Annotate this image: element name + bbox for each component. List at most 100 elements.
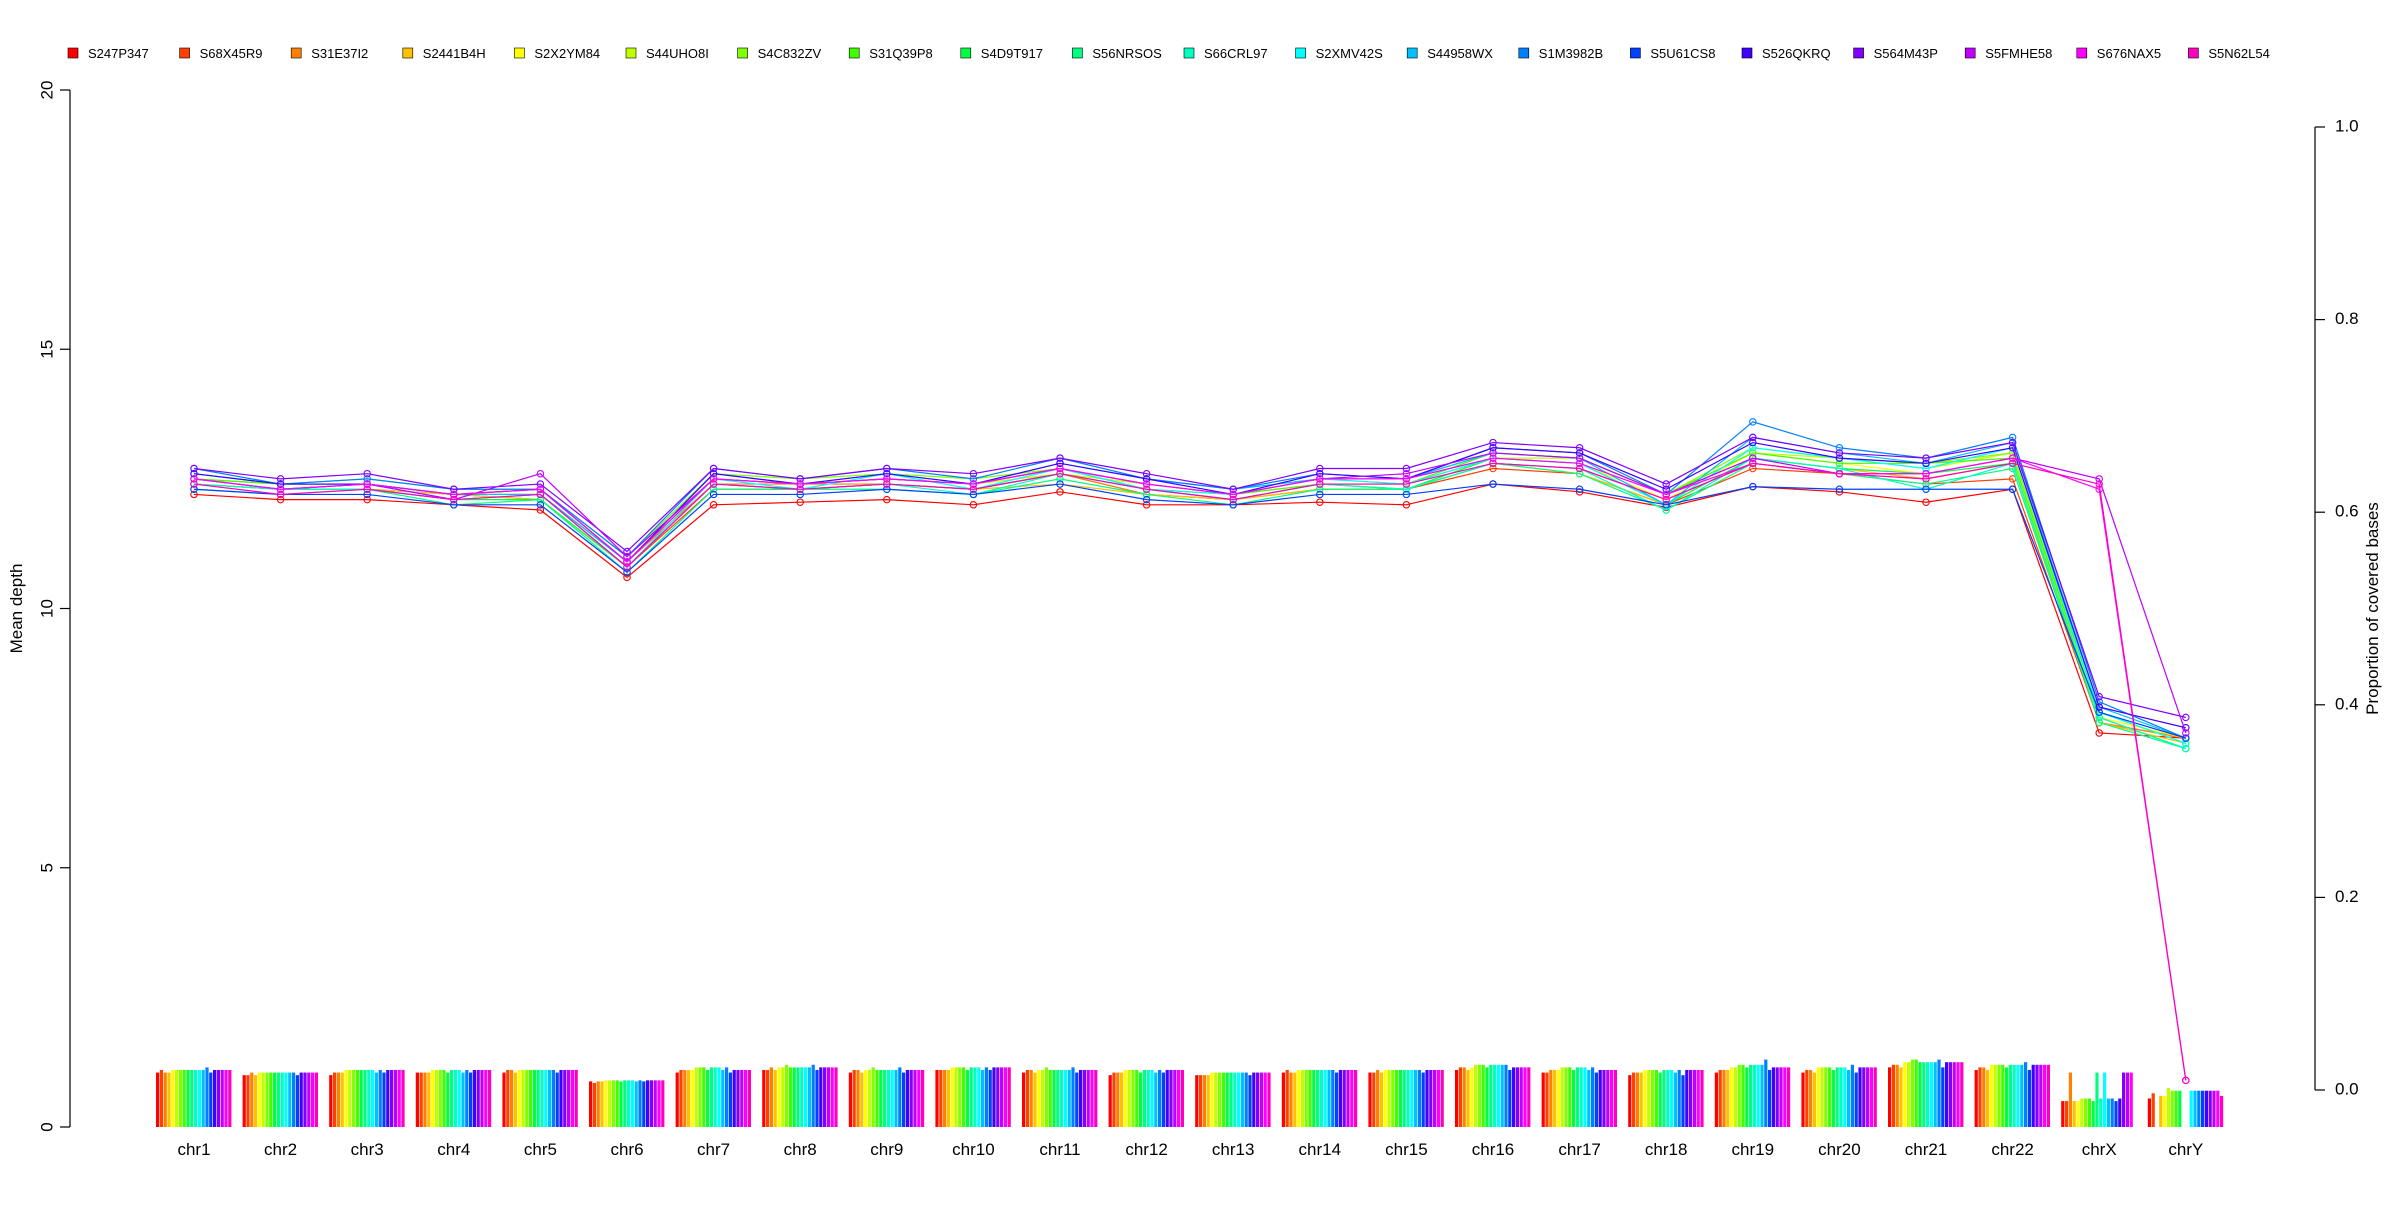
line-point — [1229, 485, 1237, 493]
line-point — [1749, 449, 1757, 457]
line-point — [276, 475, 285, 483]
line-point — [1142, 501, 1151, 509]
bar — [450, 1069, 454, 1127]
line-point — [1402, 501, 1411, 509]
bar — [1225, 1072, 1229, 1127]
line-point — [1922, 459, 1930, 468]
bar — [559, 1069, 563, 1127]
bar — [807, 1067, 811, 1127]
bar — [905, 1069, 909, 1127]
bar — [1090, 1069, 1094, 1127]
bar — [1127, 1069, 1131, 1127]
legend-swatch — [737, 47, 748, 59]
bar — [1978, 1067, 1982, 1127]
bar — [1496, 1064, 1500, 1127]
line-point — [883, 469, 891, 478]
line-point — [1402, 480, 1411, 488]
line-point — [1316, 498, 1324, 506]
bar — [732, 1069, 736, 1127]
bar — [1918, 1062, 1922, 1127]
bar — [785, 1064, 789, 1127]
bar — [1086, 1069, 1090, 1127]
bar — [1933, 1062, 1937, 1127]
bar — [2027, 1069, 2031, 1127]
bar — [1316, 1069, 1320, 1127]
bar — [1474, 1064, 1478, 1127]
series-line — [193, 457, 2186, 744]
x-tick-label: chr3 — [351, 1140, 384, 1159]
bar — [374, 1072, 378, 1127]
bar — [1801, 1072, 1805, 1127]
bar — [1692, 1069, 1696, 1127]
series-line — [193, 462, 2187, 1081]
line-point — [1749, 433, 1757, 442]
line-point — [1835, 469, 1844, 478]
bar — [611, 1080, 615, 1127]
line-point — [2008, 485, 2017, 493]
line-point — [1575, 454, 1584, 462]
bar — [273, 1072, 277, 1127]
bar — [1410, 1069, 1414, 1127]
legend-label: S68X45R9 — [200, 46, 263, 61]
bar — [1670, 1069, 1674, 1127]
bar — [517, 1069, 521, 1127]
line-point — [2008, 433, 2017, 442]
bar — [544, 1069, 548, 1127]
bar — [2110, 1098, 2114, 1127]
bar — [2072, 1101, 2076, 1127]
bar — [1831, 1069, 1835, 1127]
bar — [725, 1067, 729, 1127]
bar — [1771, 1067, 1775, 1127]
bar — [1029, 1069, 1033, 1127]
legend-label: S44UHO8I — [646, 46, 709, 61]
bar — [1256, 1072, 1260, 1127]
bar — [1651, 1069, 1655, 1127]
bar — [1654, 1069, 1658, 1127]
y-axis-right-title: Proportion of covered bases — [2363, 502, 2382, 715]
x-tick-label: chr2 — [264, 1140, 297, 1159]
bar — [1937, 1059, 1941, 1127]
bar — [1658, 1072, 1662, 1127]
bar — [2118, 1098, 2122, 1127]
bar — [773, 1069, 777, 1127]
bar — [1221, 1072, 1225, 1127]
bar — [197, 1069, 201, 1127]
legend-swatch — [1406, 47, 1418, 59]
legend: S247P347 S68X45R9 S31E37I2 S2441B4H S2X2YM84… — [67, 46, 2270, 61]
bar — [1440, 1069, 1444, 1127]
line-point — [450, 485, 458, 493]
x-tick-label: chr17 — [1558, 1140, 1601, 1159]
legend-swatch — [1630, 47, 1641, 59]
line-point — [1142, 485, 1151, 493]
line-point — [1922, 485, 1930, 493]
legend-swatch — [848, 47, 860, 59]
bar — [216, 1069, 220, 1127]
bar — [1263, 1072, 1267, 1127]
bar — [442, 1069, 446, 1127]
bar — [1161, 1072, 1165, 1127]
bar — [461, 1072, 465, 1127]
bar — [939, 1069, 943, 1127]
bar — [382, 1072, 386, 1127]
bar — [1741, 1064, 1745, 1127]
bar — [257, 1072, 261, 1127]
bar — [1094, 1069, 1098, 1127]
bar — [1948, 1062, 1952, 1127]
x-tick-label: chr19 — [1732, 1140, 1775, 1159]
bar — [1075, 1072, 1079, 1127]
bar — [1293, 1072, 1297, 1127]
bar — [2046, 1064, 2050, 1127]
bar — [1512, 1067, 1516, 1127]
legend-swatch — [2188, 47, 2199, 59]
bar — [1455, 1069, 1459, 1127]
bar — [1142, 1069, 1146, 1127]
bar — [1180, 1069, 1184, 1127]
legend-swatch — [2076, 47, 2088, 59]
bar — [977, 1067, 981, 1127]
line-point — [1749, 454, 1757, 462]
bar — [1643, 1069, 1647, 1127]
y-axis-left-tick-label: 15 — [37, 340, 56, 359]
line-point — [1056, 459, 1064, 468]
bar — [852, 1069, 856, 1127]
bar — [2103, 1072, 2107, 1127]
